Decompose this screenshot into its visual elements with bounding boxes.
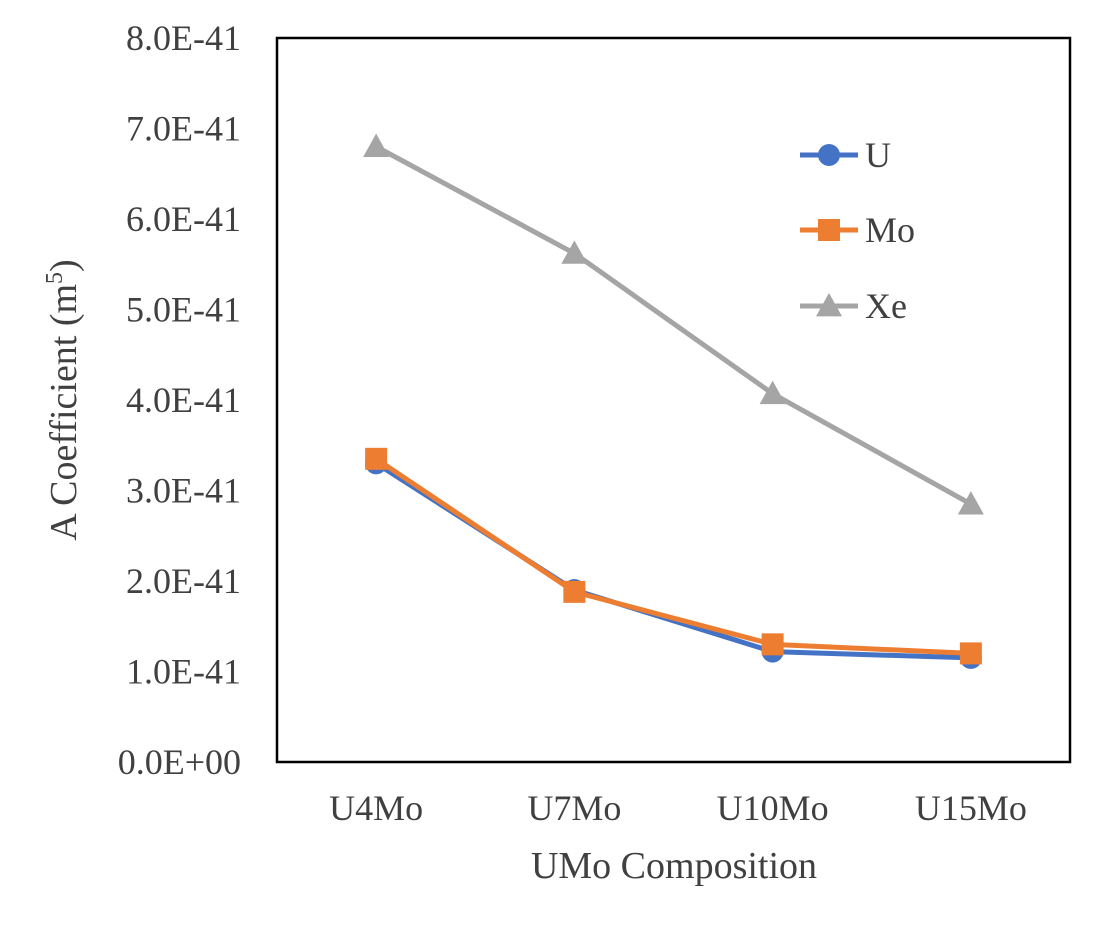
legend: U Mo Xe (800, 135, 915, 326)
y-tick-label: 8.0E-41 (126, 18, 241, 58)
x-tick-label: U10Mo (717, 788, 829, 828)
data-point (957, 491, 984, 515)
y-axis-title-text: A Coefficient (m (43, 284, 85, 541)
legend-swatch-marker (818, 144, 840, 166)
legend-swatch-marker (818, 219, 840, 241)
data-point (759, 380, 786, 405)
data-point (959, 642, 982, 665)
data-point (563, 580, 586, 603)
y-tick-label: 0.0E+00 (118, 742, 241, 782)
series-line (374, 461, 971, 661)
x-tick-label: U7Mo (527, 788, 621, 828)
y-axis-title: A Coefficient (m5) (42, 259, 85, 540)
y-tick-label: 2.0E-41 (126, 561, 241, 601)
series-line (374, 456, 971, 656)
series-mo (365, 447, 982, 665)
y-tick-label: 6.0E-41 (126, 199, 241, 239)
y-tick-label: 3.0E-41 (126, 471, 241, 511)
series-layer (363, 133, 984, 669)
y-tick-label: 5.0E-41 (126, 290, 241, 330)
series-xe (363, 133, 984, 515)
plot-border (275, 36, 1072, 764)
data-point (761, 633, 784, 656)
series-u (365, 452, 982, 669)
data-point (365, 447, 388, 470)
legend-label: U (865, 135, 891, 175)
legend-item-mo: Mo (800, 210, 915, 250)
y-tick-label: 7.0E-41 (126, 109, 241, 149)
y-tick-label: 4.0E-41 (126, 380, 241, 420)
data-point (561, 240, 588, 264)
series-line (374, 144, 973, 507)
legend-swatch-marker (816, 293, 842, 317)
legend-item-xe: Xe (800, 286, 907, 326)
legend-item-u: U (800, 135, 891, 175)
y-axis-title-suffix: ) (43, 259, 85, 272)
legend-label: Mo (865, 210, 915, 250)
x-tick-label: U15Mo (915, 788, 1027, 828)
legend-label: Xe (865, 286, 907, 326)
x-axis-title: UMo Composition (531, 845, 817, 887)
y-axis-title-superscript: 5 (42, 272, 68, 284)
x-tick-label: U4Mo (329, 788, 423, 828)
plot-area: 0.0E+00 1.0E-41 2.0E-41 3.0E-41 4.0E-41 5.0E-… (118, 18, 1072, 828)
y-tick-label: 1.0E-41 (126, 652, 241, 692)
data-point (363, 133, 390, 157)
axis-labels: UMo Composition A Coefficient (m5) (42, 259, 817, 887)
